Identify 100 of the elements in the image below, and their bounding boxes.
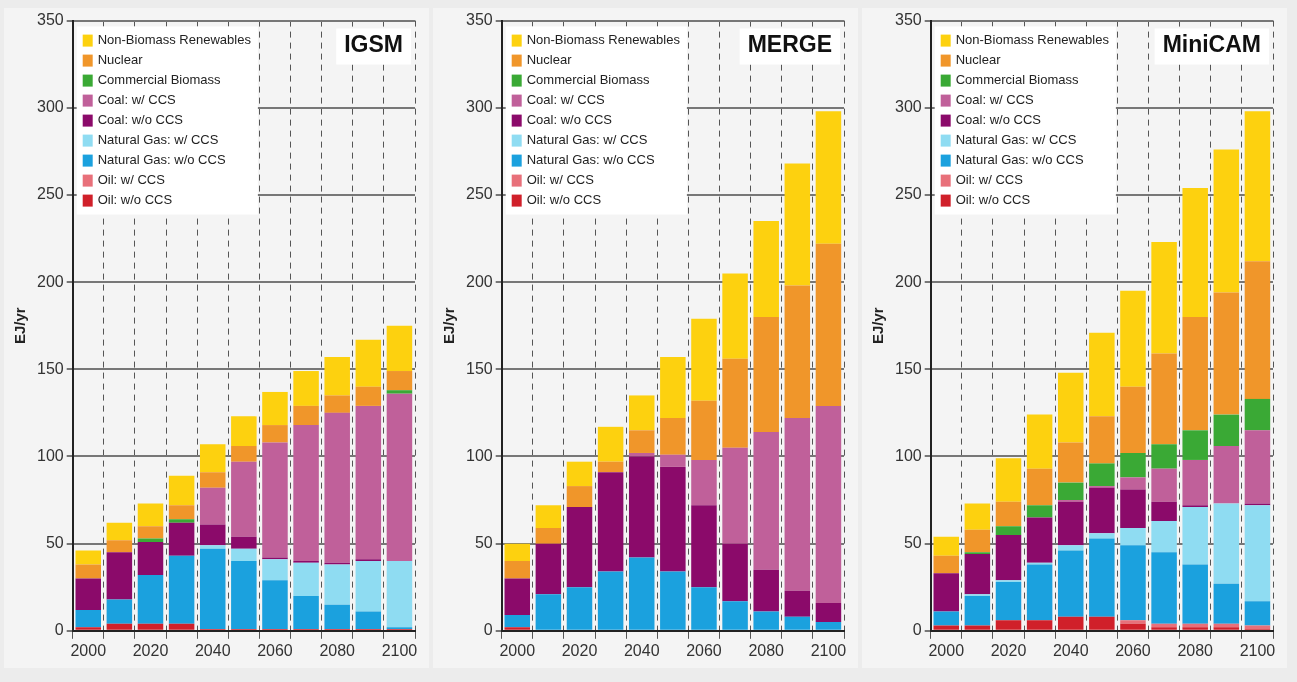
x-tick-label: 2000 — [928, 641, 965, 659]
x-tick-label: 2080 — [748, 641, 785, 659]
bar — [1182, 316, 1208, 431]
bar — [137, 526, 164, 539]
legend-label: Nuclear — [97, 52, 144, 68]
bar — [262, 391, 288, 426]
bar — [722, 273, 748, 359]
y-tick-label: 150 — [465, 359, 493, 377]
bar — [262, 425, 288, 443]
bar — [1089, 332, 1115, 417]
bar — [597, 571, 624, 630]
bar — [691, 459, 717, 506]
bar — [964, 625, 991, 630]
bar — [137, 575, 164, 624]
legend-label: Coal: w/ CCS — [97, 92, 177, 108]
bar — [722, 358, 748, 448]
legend-label: Coal: w/ CCS — [526, 92, 606, 108]
bar — [168, 522, 195, 556]
bar — [1151, 520, 1177, 553]
bar — [324, 604, 350, 630]
bar — [964, 595, 991, 626]
bar — [660, 357, 686, 419]
bar — [355, 386, 382, 406]
y-tick-label: 300 — [465, 98, 493, 116]
bar — [1151, 627, 1177, 630]
bar — [1026, 505, 1053, 518]
bar — [933, 573, 960, 612]
bar — [1120, 620, 1146, 624]
bar — [660, 571, 686, 630]
y-tick-label: 350 — [465, 11, 493, 29]
bar — [324, 395, 350, 413]
bar — [628, 557, 655, 630]
bar — [106, 599, 133, 624]
bar — [262, 580, 288, 630]
legend-label: Commercial Biomass — [526, 72, 650, 88]
y-tick-label: 300 — [36, 98, 64, 116]
legend-label: Commercial Biomass — [97, 72, 221, 88]
bar — [1151, 552, 1177, 624]
bar — [137, 503, 164, 527]
bar — [106, 552, 133, 600]
bar — [137, 538, 164, 542]
bar — [1151, 242, 1177, 354]
bar — [1182, 507, 1208, 565]
bar — [784, 285, 811, 419]
bar — [1120, 477, 1146, 490]
bar — [1213, 414, 1240, 446]
bar — [231, 536, 257, 549]
bar — [324, 412, 350, 563]
bar — [1182, 564, 1208, 624]
bar — [535, 527, 562, 544]
bar — [597, 461, 624, 473]
bar — [1089, 533, 1115, 539]
bar — [566, 587, 593, 630]
bar — [1089, 463, 1115, 487]
bar — [1057, 482, 1084, 501]
y-tick-label: 100 — [894, 446, 922, 464]
bar — [1213, 292, 1240, 415]
x-tick-label: 2000 — [499, 641, 536, 659]
x-tick-label: 2100 — [810, 641, 847, 659]
text: MiniCAM — [1162, 31, 1262, 58]
bar — [1213, 627, 1240, 630]
y-tick-label: 250 — [465, 185, 493, 203]
x-tick-label: 2100 — [1239, 641, 1276, 659]
bar — [753, 432, 779, 570]
legend-label: Commercial Biomass — [955, 72, 1079, 88]
bar — [504, 561, 531, 579]
bar — [815, 602, 842, 623]
bar — [597, 426, 624, 462]
bar — [1213, 583, 1240, 624]
bar — [168, 623, 195, 630]
bar — [168, 505, 195, 520]
legend-label: Non-Biomass Renewables — [526, 32, 681, 48]
bar — [324, 564, 350, 605]
x-tick-label: 2020 — [990, 641, 1027, 659]
bar — [964, 503, 991, 530]
bar — [75, 564, 102, 579]
bar — [199, 545, 226, 549]
bar — [231, 416, 257, 446]
bar — [1057, 372, 1084, 443]
x-tick-label: 2100 — [381, 641, 418, 659]
x-tick-label: 2080 — [1177, 641, 1214, 659]
x-tick-label: 2060 — [686, 641, 722, 659]
bar — [75, 609, 102, 628]
y-tick-label: 0 — [54, 621, 64, 639]
legend-label: Oil: w/ CCS — [526, 172, 595, 188]
bar — [1213, 503, 1240, 584]
bar — [137, 541, 164, 576]
x-tick-label: 2060 — [257, 641, 293, 659]
bar — [137, 623, 164, 630]
bar — [504, 578, 531, 616]
bar — [784, 418, 811, 591]
bar — [1026, 517, 1053, 563]
bar — [1151, 353, 1177, 445]
bar — [386, 325, 413, 372]
legend-label: Non-Biomass Renewables — [955, 32, 1110, 48]
bar — [168, 555, 195, 624]
y-tick-label: 0 — [912, 621, 922, 639]
bar — [628, 395, 655, 431]
bar — [995, 581, 1022, 621]
bar — [293, 562, 319, 596]
